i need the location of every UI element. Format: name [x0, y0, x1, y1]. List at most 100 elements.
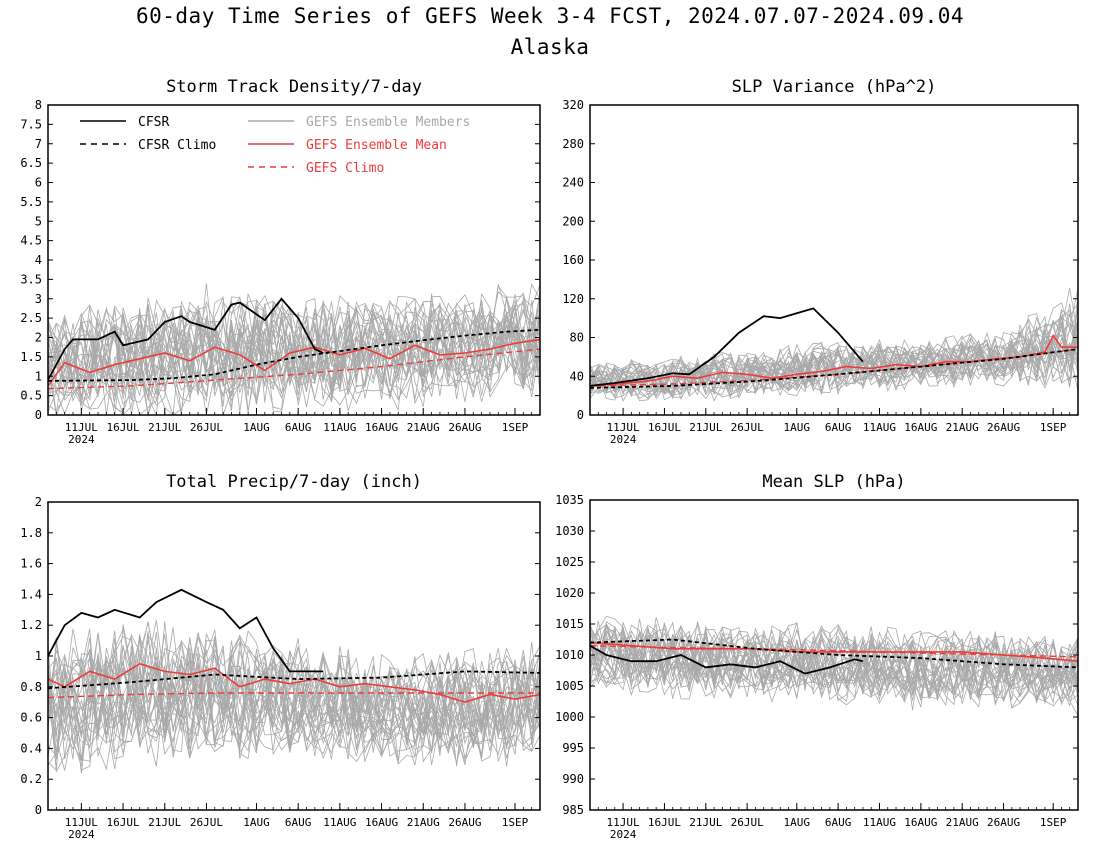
- ensemble-member-line: [48, 299, 540, 395]
- x-tick-label: 1AUG: [784, 421, 811, 434]
- x-tick-label: 11AUG: [863, 816, 896, 829]
- y-tick-label: 2: [35, 331, 42, 345]
- ensemble-member-line: [48, 628, 540, 733]
- ensemble-member-line: [590, 311, 1078, 392]
- cfsr-line: [590, 307, 864, 387]
- x-tick-label: 1AUG: [784, 816, 811, 829]
- panel-title: Total Precip/7-day (inch): [166, 472, 422, 492]
- ensemble-member-line: [48, 300, 540, 385]
- y-tick-label: 5.5: [20, 195, 42, 209]
- y-tick-label: 995: [562, 741, 584, 755]
- panel-title: Storm Track Density/7-day: [166, 77, 422, 97]
- gefs-climo-line: [48, 692, 540, 699]
- y-tick-label: 40: [570, 369, 584, 383]
- y-tick-label: 1.4: [20, 587, 42, 601]
- x-tick-label: 26JUL: [190, 816, 223, 829]
- ensemble-member-line: [590, 287, 1078, 389]
- ensemble-member-line: [48, 654, 540, 771]
- y-tick-label: 8: [35, 98, 42, 112]
- chart-panel-mean-slp: Mean SLP (hPa) 985 990 995 1000 1005 1010 1015 1…: [555, 472, 1079, 841]
- y-tick-label: 280: [562, 137, 584, 151]
- x-tick-label: 16AUG: [904, 816, 937, 829]
- x-tick-label: 21AUG: [407, 816, 440, 829]
- cfsr-line: [48, 297, 324, 381]
- x-tick-label: 11AUG: [863, 421, 896, 434]
- y-tick-label: 1030: [555, 524, 584, 538]
- ensemble-member-line: [590, 632, 1078, 706]
- x-tick-label: 11JUL: [607, 816, 640, 829]
- y-tick-label: 200: [562, 214, 584, 228]
- plot-area: [48, 588, 540, 774]
- legend-label-ens_mean: GEFS Ensemble Mean: [306, 138, 447, 153]
- plot-area: [590, 615, 1078, 716]
- ensemble-member-line: [48, 657, 540, 757]
- y-tick-label: 1.6: [20, 557, 42, 571]
- y-tick-label: 7.5: [20, 117, 42, 131]
- ensemble-member-line: [48, 283, 540, 384]
- y-tick-label: 0.5: [20, 389, 42, 403]
- ensemble-member-line: [48, 653, 540, 760]
- y-tick-label: 5: [35, 214, 42, 228]
- cfsr-climo-line: [590, 348, 1078, 389]
- x-tick-label: 26AUG: [448, 421, 481, 434]
- x-tick-label: 26AUG: [448, 816, 481, 829]
- chart-panel-slp-variance: SLP Variance (hPa^2) 0 40 80 120 160 200 240 280…: [562, 77, 1079, 446]
- y-tick-label: 0.8: [20, 680, 42, 694]
- x-tick-label: 6AUG: [285, 816, 312, 829]
- x-tick-label: 26AUG: [987, 421, 1020, 434]
- x-tick-label: 21JUL: [148, 421, 181, 434]
- y-tick-label: 1.5: [20, 350, 42, 364]
- x-tick-label: 26AUG: [987, 816, 1020, 829]
- y-tick-label: 0.2: [20, 772, 42, 786]
- x-tick-label: 6AUG: [825, 421, 852, 434]
- x-tick-label: 16JUL: [648, 421, 681, 434]
- x-year-label: 2024: [68, 828, 95, 841]
- plot-area: [48, 283, 540, 415]
- x-tick-label: 16JUL: [106, 816, 139, 829]
- ensemble-member-line: [590, 319, 1078, 393]
- ensemble-member-line: [48, 291, 540, 388]
- y-tick-label: 1020: [555, 586, 584, 600]
- y-tick-label: 985: [562, 803, 584, 817]
- ensemble-member-line: [48, 309, 540, 407]
- y-tick-label: 160: [562, 253, 584, 267]
- ensemble-member-line: [590, 628, 1078, 703]
- y-tick-label: 1035: [555, 493, 584, 507]
- gefs-ensemble-mean-line: [590, 641, 1078, 662]
- gefs-ensemble-mean-line: [48, 338, 540, 387]
- y-tick-label: 80: [570, 331, 584, 345]
- y-tick-label: 990: [562, 772, 584, 786]
- y-tick-label: 0: [35, 408, 42, 422]
- y-tick-label: 120: [562, 292, 584, 306]
- x-tick-label: 1SEP: [1040, 816, 1067, 829]
- y-tick-label: 6: [35, 176, 42, 190]
- x-tick-label: 1AUG: [243, 421, 270, 434]
- x-tick-label: 21AUG: [407, 421, 440, 434]
- ensemble-member-line: [48, 320, 540, 413]
- x-tick-label: 21AUG: [946, 816, 979, 829]
- ensemble-member-line: [48, 649, 540, 760]
- gefs-climo-line: [48, 348, 540, 390]
- chart-panel-storm-track: Storm Track Density/7-day 0 0.5 1 1.5 2 2.5 3 3.…: [20, 77, 541, 446]
- ensemble-member-line: [590, 302, 1078, 396]
- y-tick-label: 1025: [555, 555, 584, 569]
- ensemble-member-line: [48, 666, 540, 771]
- x-tick-label: 11JUL: [65, 816, 98, 829]
- legend-label-members: GEFS Ensemble Members: [306, 115, 470, 130]
- y-tick-label: 0: [577, 408, 584, 422]
- y-tick-label: 1000: [555, 710, 584, 724]
- y-tick-label: 1.2: [20, 618, 42, 632]
- ensemble-member-line: [48, 283, 540, 383]
- ensemble-member-line: [590, 309, 1078, 395]
- ensemble-member-line: [590, 624, 1078, 696]
- x-tick-label: 26JUL: [731, 421, 764, 434]
- figure-subtitle: Alaska: [510, 35, 590, 59]
- panel-title: SLP Variance (hPa^2): [732, 77, 937, 97]
- ensemble-member-line: [48, 634, 540, 739]
- y-tick-label: 3.5: [20, 272, 42, 286]
- ensemble-member-line: [590, 337, 1078, 402]
- x-tick-label: 1SEP: [1040, 421, 1067, 434]
- x-tick-label: 6AUG: [285, 421, 312, 434]
- y-tick-label: 2.5: [20, 311, 42, 325]
